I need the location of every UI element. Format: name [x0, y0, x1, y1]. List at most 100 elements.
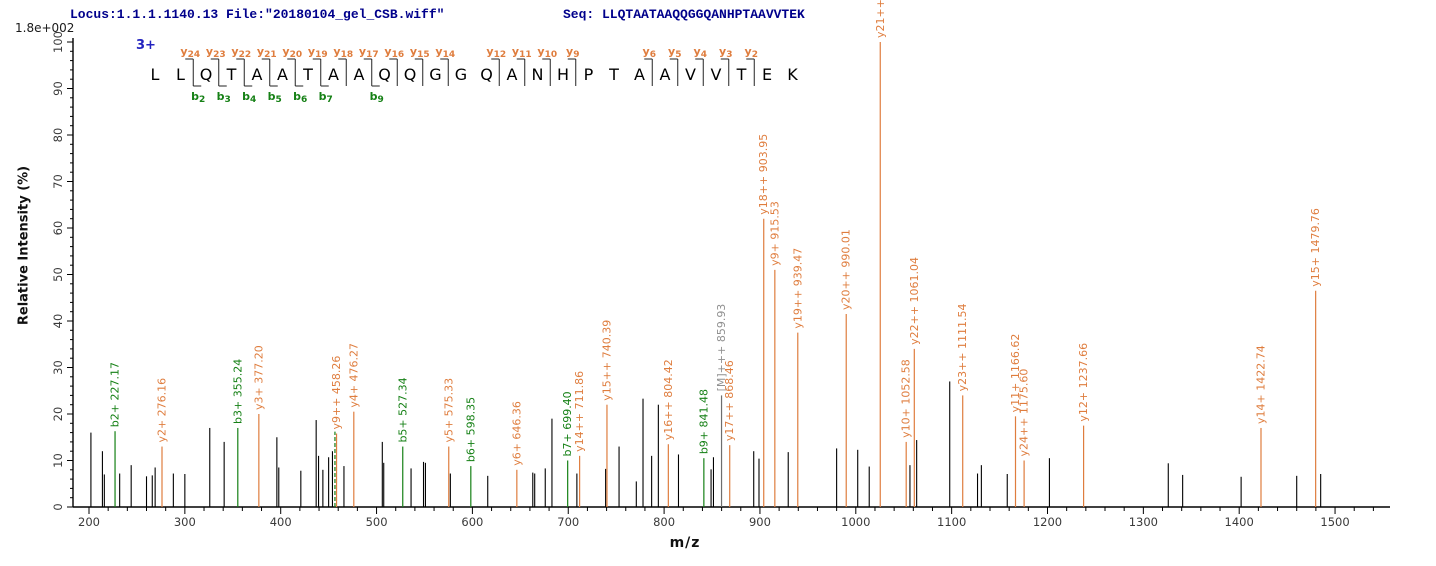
ladder-b-ion-label: b7 — [319, 90, 333, 105]
residue-letter: A — [354, 65, 365, 84]
x-tick-label: 800 — [653, 515, 675, 529]
peak-label: b2+ 227.17 — [109, 362, 122, 427]
x-tick-label: 1300 — [1129, 515, 1158, 529]
x-tick-label: 1100 — [937, 515, 966, 529]
peak-label: y24++ 1175.60 — [1018, 369, 1031, 457]
residue-letter: A — [277, 65, 288, 84]
peak-label: y2+ 276.16 — [155, 378, 168, 443]
peak-label: y15+ 1479.76 — [1309, 208, 1322, 287]
ladder-y-ion-label: y5 — [668, 45, 681, 60]
peak-label: y4+ 476.27 — [347, 343, 360, 408]
y-tick-label: 60 — [51, 221, 65, 236]
residue-letter: A — [252, 65, 263, 84]
peak-label: y5+ 575.33 — [442, 378, 455, 443]
locus-file-header: Locus:1.1.1.1140.13 File:"20180104_gel_C… — [70, 7, 445, 22]
sequence-header: Seq: LLQTAATAAQQGGQANHPTAAVVTEK — [563, 7, 805, 22]
peak-label: y15++ 740.39 — [600, 320, 613, 401]
residue-letter: G — [455, 65, 467, 84]
residue-letter: Q — [404, 65, 417, 84]
peak-label: b9+ 841.48 — [697, 389, 710, 454]
ladder-y-ion-label: y20 — [282, 45, 302, 60]
x-tick-label: 500 — [366, 515, 388, 529]
x-tick-label: 200 — [78, 515, 100, 529]
y-tick-label: 40 — [51, 314, 65, 329]
residue-letter: H — [557, 65, 569, 84]
residue-letter: T — [608, 65, 619, 84]
x-tick-label: 900 — [749, 515, 771, 529]
ladder-y-ion-label: y4 — [694, 45, 707, 60]
max-intensity-label: 1.8e+002 — [15, 21, 75, 35]
residue-letter: G — [429, 65, 441, 84]
ladder-b-ion-label: b5 — [268, 90, 282, 105]
x-tick-label: 1200 — [1033, 515, 1062, 529]
ladder-y-ion-label: y15 — [410, 45, 430, 60]
residue-letter: L — [151, 65, 160, 84]
x-tick-label: 1500 — [1320, 515, 1349, 529]
y-tick-label: 90 — [51, 81, 65, 96]
peak-label: y6+ 646.36 — [510, 401, 523, 466]
x-tick-label: 400 — [270, 515, 292, 529]
ladder-y-ion-label: y18 — [333, 45, 353, 60]
x-tick-label: 300 — [174, 515, 196, 529]
residue-letter: A — [328, 65, 339, 84]
x-tick-label: 600 — [461, 515, 483, 529]
x-tick-label: 1000 — [841, 515, 870, 529]
ladder-y-ion-label: y17 — [359, 45, 379, 60]
residue-letter: A — [507, 65, 518, 84]
peak-label: y14+ 1422.74 — [1254, 345, 1267, 424]
precursor-charge-label: 3+ — [136, 38, 156, 53]
residue-letter: T — [226, 65, 237, 84]
residue-letter: T — [736, 65, 747, 84]
ladder-y-ion-label: y6 — [643, 45, 656, 60]
residue-letter: Q — [480, 65, 493, 84]
residue-letter: A — [660, 65, 671, 84]
ladder-b-ion-label: b6 — [293, 90, 307, 105]
ladder-y-ion-label: y12 — [486, 45, 506, 60]
residue-letter: V — [685, 65, 696, 84]
peak-label: b6+ 598.35 — [464, 397, 477, 462]
ladder-y-ion-label: y19 — [308, 45, 328, 60]
residue-letter: P — [584, 65, 594, 84]
peak-label: b5+ 527.34 — [396, 377, 409, 442]
ladder-y-ion-label: y3 — [719, 45, 732, 60]
y-tick-label: 100 — [51, 31, 65, 53]
peak-label: y3+ 377.20 — [252, 345, 265, 410]
residue-letter: L — [176, 65, 185, 84]
peak-label: y9+ 915.53 — [768, 201, 781, 266]
ladder-y-ion-label: y9 — [566, 45, 579, 60]
peak-label: y11+ 1166.62 — [1009, 334, 1022, 413]
ladder-y-ion-label: y16 — [384, 45, 404, 60]
ladder-b-ion-label: b4 — [242, 90, 256, 105]
residue-letter: Q — [378, 65, 391, 84]
peak-label: y19++ 939.47 — [791, 248, 804, 329]
peak-label: b3+ 355.24 — [231, 359, 244, 424]
x-tick-label: 1400 — [1225, 515, 1254, 529]
x-tick-label: 700 — [557, 515, 579, 529]
ladder-b-ion-label: b9 — [370, 90, 384, 105]
residue-letter: V — [711, 65, 722, 84]
y-tick-label: 10 — [51, 453, 65, 468]
y-tick-label: 20 — [51, 407, 65, 422]
peak-label: y21++ 1025.51 — [874, 0, 887, 38]
ladder-b-ion-label: b2 — [191, 90, 205, 105]
ladder-y-ion-label: y24 — [180, 45, 200, 60]
residue-letter: E — [762, 65, 772, 84]
peak-label: y16++ 804.42 — [662, 359, 675, 440]
peak-label: y12+ 1237.66 — [1077, 343, 1090, 422]
residue-letter: N — [532, 65, 544, 84]
peak-label: y18++ 903.95 — [757, 134, 770, 215]
ladder-y-ion-label: y10 — [537, 45, 557, 60]
peak-label: y20++ 990.01 — [840, 229, 853, 310]
y-tick-label: 70 — [51, 174, 65, 189]
ladder-b-ion-label: b3 — [217, 90, 231, 105]
peak-label: [M]+++ 859.93 — [715, 304, 728, 392]
residue-letter: A — [634, 65, 645, 84]
x-axis-title: m/z — [669, 535, 701, 551]
peak-label: y14++ 711.86 — [573, 371, 586, 452]
ladder-y-ion-label: y22 — [231, 45, 251, 60]
y-tick-label: 30 — [51, 360, 65, 375]
y-tick-label: 0 — [51, 503, 65, 510]
peak-label: y17++ 868.46 — [723, 360, 736, 441]
peak-label: y10+ 1052.58 — [900, 359, 913, 438]
